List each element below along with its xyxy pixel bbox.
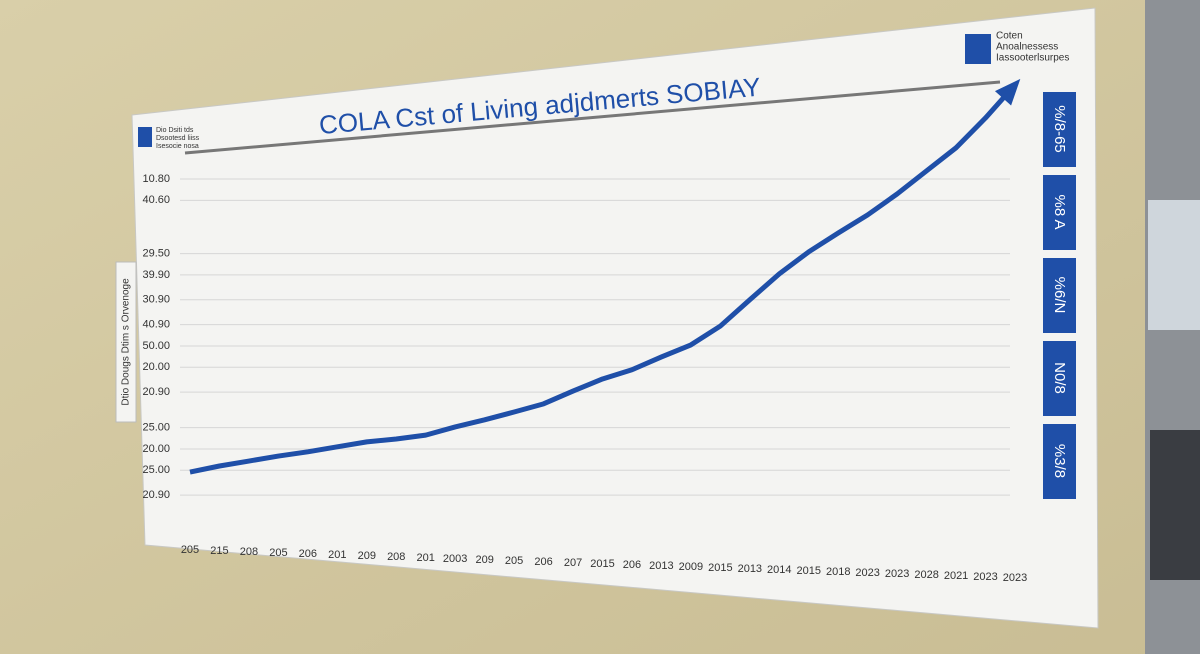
note: Dio Dsiti tds	[156, 127, 194, 134]
y-tick-label: 25.00	[142, 422, 170, 434]
y-tick-label: 20.00	[142, 361, 170, 373]
window	[1148, 200, 1200, 330]
desk	[1150, 430, 1200, 580]
poster	[131, 7, 1099, 629]
y-tick-label: 39.90	[142, 269, 170, 281]
y-axis-label: Dtio Dougs Dtim s Orvenoge	[121, 278, 132, 406]
side-box	[1043, 92, 1076, 167]
y-tick-label: 10.80	[142, 173, 170, 185]
x-tick-label: 2021	[944, 570, 968, 582]
note: Anoalnessess	[996, 42, 1058, 53]
x-tick-label: 2023	[973, 571, 997, 583]
x-tick-label: 2015	[797, 565, 821, 577]
x-tick-label: 2015	[590, 558, 614, 570]
side-box	[1043, 258, 1076, 333]
x-tick-label: 2003	[443, 553, 467, 565]
arrow-head	[994, 78, 1021, 106]
x-tick-label: 208	[240, 546, 258, 558]
x-tick-label: 207	[564, 557, 582, 569]
side-label: N0/8	[1051, 362, 1068, 394]
side-box	[1043, 424, 1076, 499]
y-tick-label: 20.00	[142, 443, 170, 455]
x-tick-label: 201	[417, 552, 435, 564]
side-label: %3/8	[1051, 444, 1068, 478]
side-box	[1043, 175, 1076, 250]
x-tick-label: 2013	[738, 563, 762, 575]
x-tick-label: 2028	[914, 569, 938, 581]
x-tick-label: 2023	[1003, 572, 1027, 584]
side-tag	[115, 261, 137, 423]
x-tick-label: 205	[269, 547, 287, 559]
x-tick-label: 2018	[826, 566, 850, 578]
x-tick-label: 206	[534, 556, 552, 568]
y-tick-label: 50.00	[142, 340, 170, 352]
x-tick-label: 209	[475, 554, 493, 566]
note: Iassooterlsurpes	[996, 53, 1069, 64]
side-box	[1043, 341, 1076, 416]
side-label: %6/N	[1051, 277, 1068, 314]
x-tick-label: 205	[505, 555, 523, 567]
y-tick-label: 40.60	[142, 194, 170, 206]
y-tick-label: 40.90	[142, 319, 170, 331]
x-tick-label: 2023	[855, 567, 879, 579]
x-tick-label: 201	[328, 549, 346, 561]
y-tick-label: 20.90	[142, 489, 170, 501]
y-tick-label: 20.90	[142, 386, 170, 398]
note: Isesocie nosa	[156, 143, 199, 150]
y-tick-label: 29.50	[142, 248, 170, 260]
x-tick-label: 2014	[767, 564, 791, 576]
line	[189, 83, 1017, 475]
side-label: %/8-65	[1051, 105, 1068, 153]
x-tick-label: 208	[387, 551, 405, 563]
x-tick-label: 209	[358, 550, 376, 562]
note: Coten	[996, 31, 1023, 42]
side-label: %8 A	[1051, 194, 1068, 229]
logo	[965, 34, 991, 64]
x-tick-label: 206	[623, 559, 641, 571]
x-tick-label: 2023	[885, 568, 909, 580]
x-tick-label: 215	[210, 545, 228, 557]
y-tick-label: 30.90	[142, 294, 170, 306]
x-tick-label: 2015	[708, 562, 732, 574]
y-tick-label: 25.00	[142, 464, 170, 476]
x-tick-label: 2013	[649, 560, 673, 572]
note: Dsootesd liiss	[156, 135, 200, 142]
x-tick-label: 2009	[679, 561, 703, 573]
x-tick-label: 205	[181, 544, 199, 556]
x-tick-label: 206	[299, 548, 317, 560]
title-rule	[184, 80, 1001, 155]
logo	[138, 127, 152, 147]
